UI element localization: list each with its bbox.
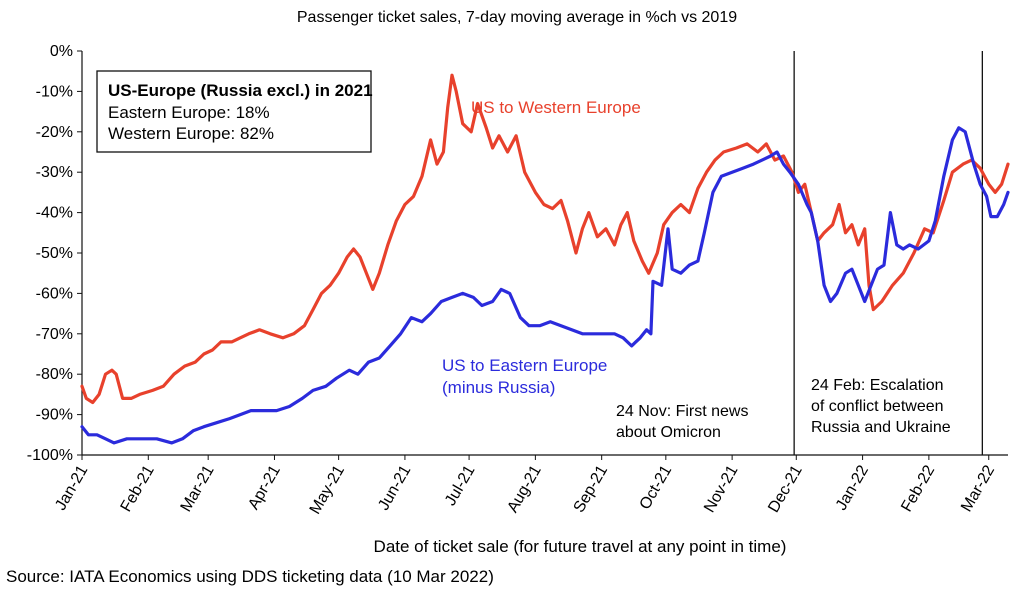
event-label: of conflict between: [811, 398, 944, 415]
series-line-western-europe: [80, 73, 1010, 405]
y-tick-label: -30%: [36, 164, 73, 181]
event-label: Russia and Ukraine: [811, 419, 951, 436]
y-tick-label: -80%: [36, 366, 73, 383]
x-tick-label: Jan-22: [833, 462, 872, 513]
series-lines: [80, 73, 1010, 445]
event-label: about Omicron: [616, 424, 721, 441]
y-tick-label: 0%: [50, 43, 73, 60]
event-markers: 24 Nov: First news about Omicron 24 Feb: E…: [616, 51, 983, 455]
series-label: (minus Russia): [442, 378, 555, 397]
x-tick-label: Apr-21: [245, 462, 284, 512]
info-box-title: US-Europe (Russia excl.) in 2021: [108, 81, 373, 100]
x-tick-label: Feb-22: [898, 462, 938, 514]
y-axis: 0% -10% -20% -30% -40% -50% -60% -70% -80% -90% -1…: [27, 43, 83, 464]
x-tick-label: Oct-21: [637, 462, 676, 512]
x-tick-label: May-21: [307, 462, 348, 517]
event-label: 24 Feb: Escalation: [811, 377, 944, 394]
series-label: US to Eastern Europe: [442, 356, 607, 375]
info-box: US-Europe (Russia excl.) in 2021 Eastern…: [96, 70, 373, 153]
y-tick-label: -60%: [36, 285, 73, 302]
x-tick-label: Nov-21: [701, 462, 742, 515]
x-tick-label: Jun-21: [375, 462, 414, 513]
info-box-frame: [96, 70, 372, 153]
event-label: 24 Nov: First news: [616, 403, 748, 420]
x-tick-label: Feb-21: [118, 462, 158, 514]
y-tick-label: -10%: [36, 83, 73, 100]
series-label: US to Western Europe: [471, 98, 641, 117]
x-axis-label: Date of ticket sale (for future travel a…: [374, 537, 787, 556]
y-tick-label: -40%: [36, 205, 73, 222]
info-box-line: Western Europe: 82%: [108, 124, 274, 143]
series-labels: US to Western Europe US to Eastern Europe…: [442, 98, 641, 397]
x-tick-label: Mar-21: [178, 462, 218, 514]
x-axis: Jan-21 Feb-21 Mar-21 Apr-21 May-21 Jun-21 Jul-…: [52, 454, 1008, 517]
y-tick-label: -70%: [36, 326, 73, 343]
y-tick-label: -90%: [36, 407, 73, 424]
series-line-eastern-europe: [80, 126, 1010, 445]
info-box-line: Eastern Europe: 18%: [108, 103, 270, 122]
x-tick-label: Aug-21: [504, 462, 545, 515]
x-tick-label: Sep-21: [571, 462, 612, 515]
x-tick-label: Dec-21: [765, 462, 806, 515]
source-note: Source: IATA Economics using DDS ticketi…: [6, 567, 494, 586]
x-tick-label: Mar-22: [958, 462, 998, 514]
y-tick-label: -50%: [36, 245, 73, 262]
x-tick-label: Jan-21: [52, 462, 91, 513]
y-tick-label: -20%: [36, 124, 73, 141]
x-tick-label: Jul-21: [442, 462, 479, 508]
y-tick-label: -100%: [27, 447, 73, 464]
chart-title: Passenger ticket sales, 7-day moving ave…: [297, 9, 737, 26]
